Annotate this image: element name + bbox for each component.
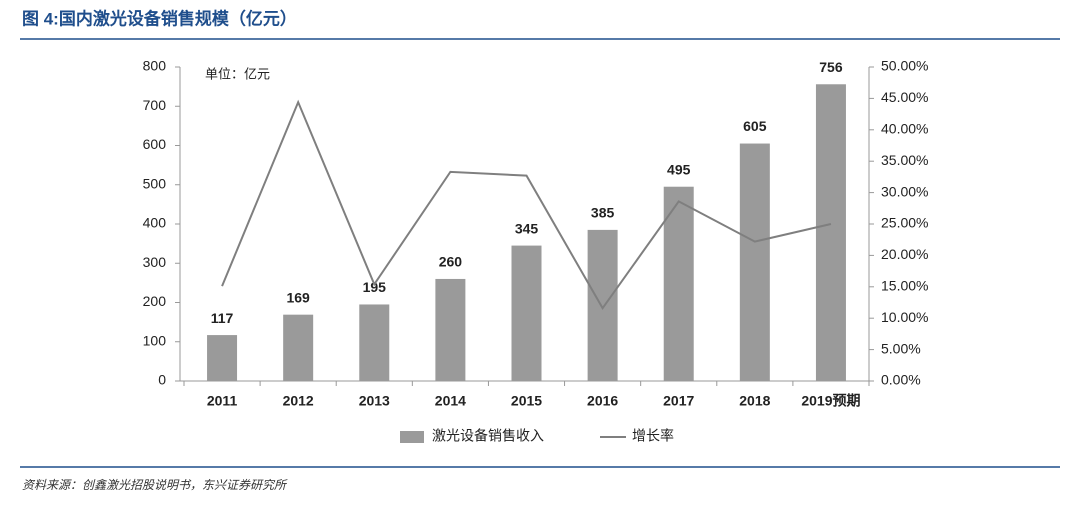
y-tick-label: 300 [143, 254, 167, 270]
data-label: 345 [515, 220, 539, 236]
legend-swatch [400, 431, 424, 443]
data-label: 756 [819, 59, 843, 75]
x-tick-label: 2016 [587, 393, 618, 409]
y2-tick-label: 0.00% [881, 372, 921, 388]
data-label: 385 [591, 205, 615, 221]
chart-title: 图 4:国内激光设备销售规模（亿元） [22, 8, 297, 28]
y-tick-label: 700 [143, 97, 167, 113]
bar [207, 335, 238, 381]
y-tick-label: 800 [143, 58, 167, 74]
x-tick-label: 2018 [739, 393, 770, 409]
x-tick-label: 2011 [207, 393, 238, 409]
x-tick-label: 2017 [663, 393, 694, 409]
y-tick-label: 400 [143, 215, 167, 231]
bar [435, 278, 466, 381]
y2-tick-label: 25.00% [881, 215, 928, 231]
y-tick-label: 600 [143, 136, 167, 152]
x-tick-label: 2012 [283, 393, 314, 409]
y2-tick-label: 20.00% [881, 246, 928, 262]
legend-label: 激光设备销售收入 [432, 428, 544, 444]
y-tick-label: 200 [143, 293, 167, 309]
line [221, 99, 832, 311]
y2-tick-label: 35.00% [881, 152, 928, 168]
data-label: 260 [439, 254, 463, 270]
bar [587, 229, 618, 381]
bar [359, 304, 390, 381]
y2-tick-label: 50.00% [881, 58, 928, 74]
bar [511, 245, 542, 381]
y2-tick-label: 5.00% [881, 340, 921, 356]
y-tick-label: 100 [143, 332, 167, 348]
x-tick-label: 2014 [435, 393, 466, 409]
y2-tick-label: 10.00% [881, 309, 928, 325]
bar [739, 143, 770, 381]
data-label: 169 [286, 289, 310, 305]
legend-label: 增长率 [632, 428, 674, 444]
data-label: 195 [363, 279, 387, 295]
bar [663, 186, 694, 381]
bar [283, 314, 314, 381]
y2-tick-label: 15.00% [881, 278, 928, 294]
unit-note: 单位：亿元 [205, 66, 270, 81]
bar [815, 84, 846, 382]
x-tick-label: 2015 [511, 393, 542, 409]
x-tick-label: 2019预期 [801, 393, 860, 409]
data-label: 495 [667, 161, 691, 177]
y-tick-label: 500 [143, 175, 167, 191]
data-label: 605 [743, 118, 767, 134]
source: 资料来源：创鑫激光招股说明书，东兴证券研究所 [22, 478, 288, 492]
y-tick-label: 0 [158, 372, 166, 388]
y2-tick-label: 45.00% [881, 89, 928, 105]
x-tick-label: 2013 [359, 393, 390, 409]
y2-tick-label: 30.00% [881, 183, 928, 199]
y2-tick-label: 40.00% [881, 121, 928, 137]
data-label: 117 [211, 310, 234, 326]
